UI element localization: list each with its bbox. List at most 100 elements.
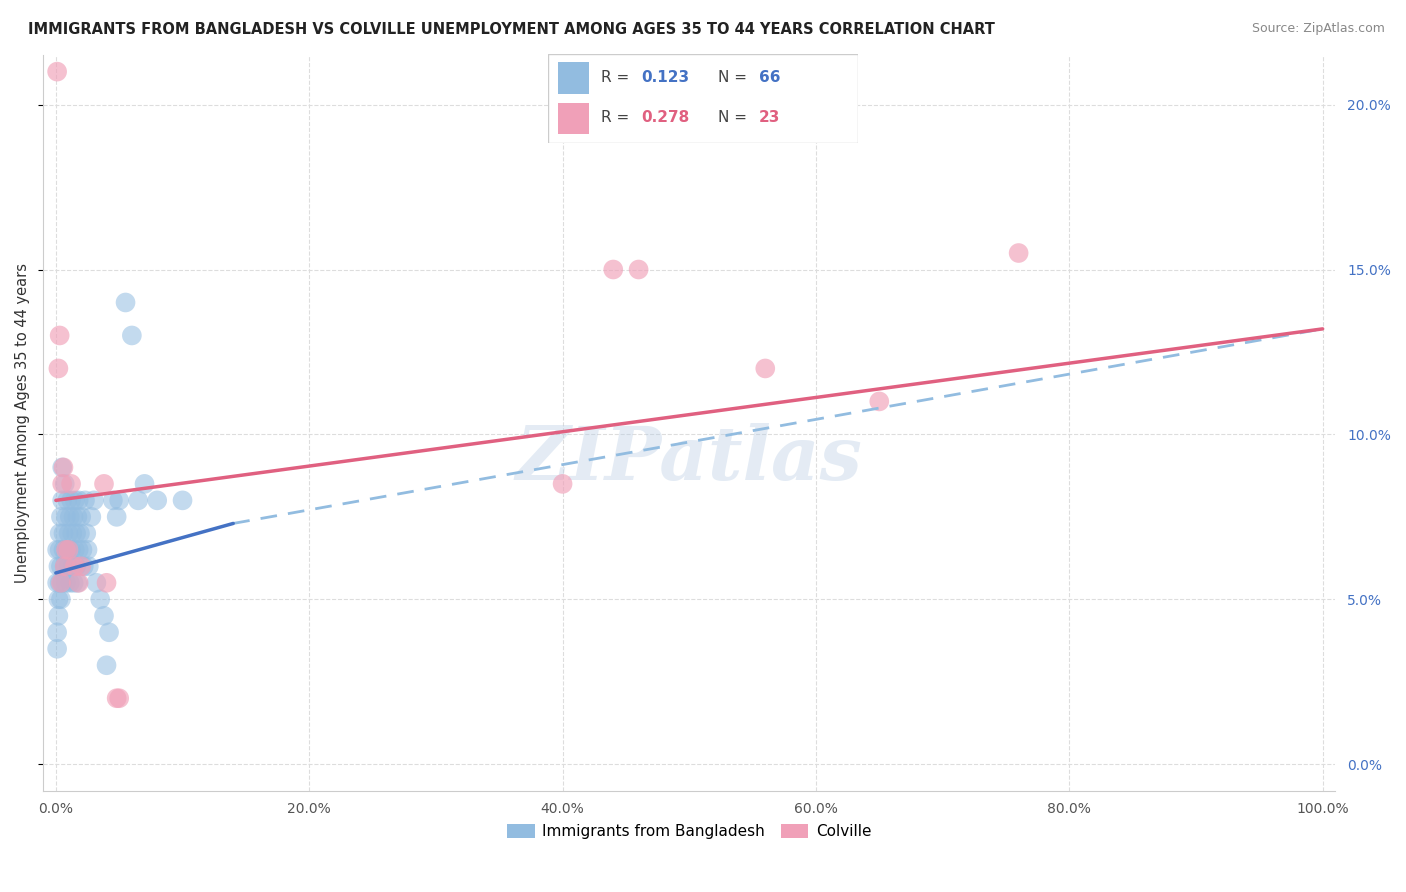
Point [93,476,115,491]
Point [49,559,72,574]
Text: 23: 23 [759,111,780,125]
Point [1007,246,1029,260]
Point [51,476,73,491]
Text: R =: R = [600,70,634,85]
Point [73,493,96,508]
Point [105,509,128,524]
Point [48,608,70,623]
Point [96,658,118,673]
Point [59,509,82,524]
Point [66,509,89,524]
Point [101,493,124,508]
Y-axis label: Unemployment Among Ages 35 to 44 years: Unemployment Among Ages 35 to 44 years [15,263,30,582]
Point [86,575,108,590]
Point [60,559,83,574]
Point [48,361,70,376]
Point [53,559,76,574]
Bar [558,103,589,134]
Point [55,509,77,524]
Text: N =: N = [718,70,752,85]
Point [53,559,76,574]
Point [62,575,84,590]
Point [80,509,103,524]
Point [66,575,89,590]
Point [58,559,80,574]
Point [51,460,73,475]
Point [96,575,118,590]
Point [127,493,149,508]
Point [69,526,91,541]
Point [70,559,93,574]
Text: N =: N = [718,111,752,125]
Point [63,542,86,557]
Point [72,542,94,557]
Point [83,493,105,508]
Point [70,509,93,524]
Point [114,295,136,310]
Point [59,575,82,590]
Text: Source: ZipAtlas.com: Source: ZipAtlas.com [1251,22,1385,36]
Point [67,493,90,508]
Point [46,542,69,557]
Text: R =: R = [600,111,634,125]
Point [56,493,79,508]
Point [172,493,194,508]
Point [55,542,77,557]
Point [48,592,70,607]
Text: 66: 66 [759,70,780,85]
Point [65,559,87,574]
Point [89,592,111,607]
Point [55,575,77,590]
Point [52,460,75,475]
Point [627,262,650,277]
Point [60,526,83,541]
Point [56,542,79,557]
Point [60,542,83,557]
Point [60,493,83,508]
Point [53,476,76,491]
Point [46,64,69,78]
Point [52,526,75,541]
Point [48,559,70,574]
Point [754,361,776,376]
Point [108,493,131,508]
Point [77,559,100,574]
Text: 0.123: 0.123 [641,70,689,85]
Point [46,625,69,640]
Point [73,559,96,574]
Point [76,542,98,557]
Point [51,493,73,508]
Text: IMMIGRANTS FROM BANGLADESH VS COLVILLE UNEMPLOYMENT AMONG AGES 35 TO 44 YEARS CO: IMMIGRANTS FROM BANGLADESH VS COLVILLE U… [28,22,995,37]
Point [58,542,80,557]
Point [551,476,574,491]
Point [121,328,143,343]
Point [48,575,70,590]
Legend: Immigrants from Bangladesh, Colville: Immigrants from Bangladesh, Colville [502,818,877,846]
Point [52,542,75,557]
Point [60,476,83,491]
Point [58,526,80,541]
Point [48,542,70,557]
Point [49,575,72,590]
Point [105,691,128,706]
Point [46,641,69,656]
Point [65,526,87,541]
FancyBboxPatch shape [548,54,858,143]
Point [49,592,72,607]
Point [108,691,131,706]
Point [93,608,115,623]
Point [62,509,84,524]
Point [63,559,86,574]
Point [63,493,86,508]
Point [602,262,624,277]
Point [51,575,73,590]
Bar [558,62,589,94]
Point [46,575,69,590]
Point [67,542,90,557]
Point [98,625,121,640]
Point [75,526,97,541]
Point [48,526,70,541]
Point [134,476,156,491]
Point [67,575,90,590]
Point [146,493,169,508]
